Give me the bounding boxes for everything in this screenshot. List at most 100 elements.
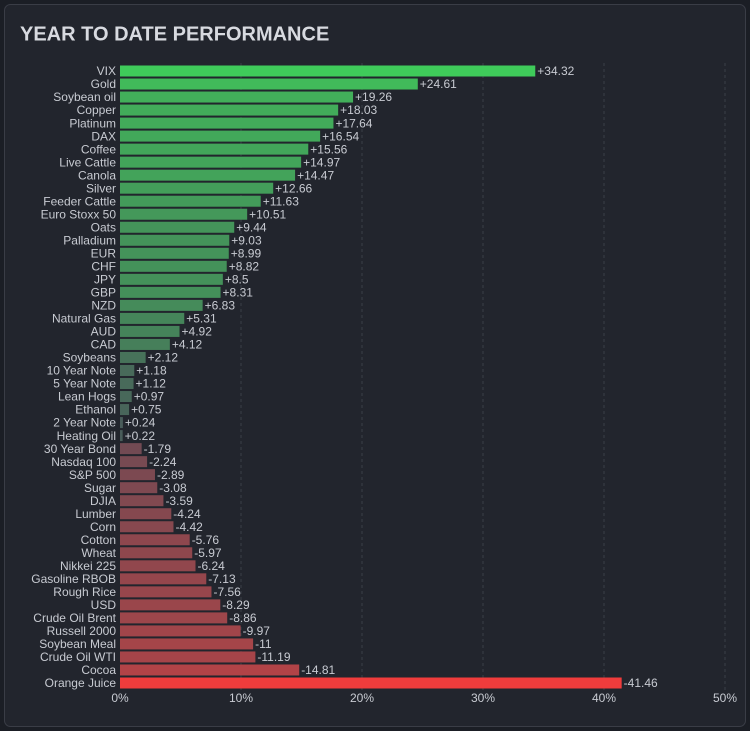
y-tick-label: JPY xyxy=(94,273,116,287)
value-label: -11 xyxy=(255,637,272,651)
y-tick-label: S&P 500 xyxy=(69,468,116,482)
bar xyxy=(120,378,134,390)
value-label: -6.24 xyxy=(198,559,226,573)
bar xyxy=(120,612,228,624)
y-tick-label: EUR xyxy=(91,246,117,260)
value-label: +9.03 xyxy=(231,233,262,247)
y-tick-label: Heating Oil xyxy=(57,429,116,443)
bar xyxy=(120,664,300,676)
y-tick-label: Russell 2000 xyxy=(47,624,117,638)
x-tick-label: 10% xyxy=(229,691,253,705)
bar xyxy=(120,156,302,168)
value-label: +0.22 xyxy=(125,429,156,443)
value-label: +24.61 xyxy=(420,77,457,91)
y-tick-label: Ethanol xyxy=(75,403,116,417)
value-label: -11.19 xyxy=(257,650,290,664)
bar xyxy=(120,495,164,507)
y-tick-label: NZD xyxy=(91,299,116,313)
value-label: +18.03 xyxy=(340,103,377,117)
y-tick-label: Gold xyxy=(91,77,116,91)
y-tick-label: Lean Hogs xyxy=(58,390,116,404)
bar xyxy=(120,286,221,298)
y-tick-label: Soybeans xyxy=(63,351,116,365)
y-tick-label: Nasdaq 100 xyxy=(51,455,116,469)
value-label: +5.31 xyxy=(186,312,217,326)
y-tick-label: Copper xyxy=(77,103,116,117)
y-tick-label: Nikkei 225 xyxy=(60,559,116,573)
bar xyxy=(120,391,132,403)
value-label: +8.5 xyxy=(225,273,249,287)
value-label: +11.63 xyxy=(263,194,299,208)
bar xyxy=(120,508,172,520)
bar xyxy=(120,78,418,90)
bar xyxy=(120,560,196,572)
bar xyxy=(120,599,221,611)
bar xyxy=(120,364,135,376)
value-label: -4.24 xyxy=(173,507,201,521)
bar xyxy=(120,325,180,337)
y-tick-label: CAD xyxy=(91,338,117,352)
y-tick-label: Platinum xyxy=(69,116,116,130)
y-tick-label: Soybean Meal xyxy=(39,637,116,651)
bar xyxy=(120,195,261,207)
y-tick-label: Coffee xyxy=(81,142,116,156)
value-label: -4.42 xyxy=(175,520,203,534)
chart-title: YEAR TO DATE PERFORMANCE xyxy=(20,23,329,45)
y-tick-label: DJIA xyxy=(90,494,116,508)
y-tick-label: Feeder Cattle xyxy=(43,194,116,208)
y-tick-label: 30 Year Bond xyxy=(44,442,116,456)
bar xyxy=(120,456,148,468)
value-label: -7.56 xyxy=(213,585,241,599)
y-tick-label: USD xyxy=(91,598,117,612)
bar xyxy=(120,117,334,129)
y-tick-label: Corn xyxy=(90,520,116,534)
value-label: +14.97 xyxy=(303,155,340,169)
value-label: +12.66 xyxy=(275,181,312,195)
value-label: +10.51 xyxy=(249,207,286,221)
y-tick-label: Crude Oil WTI xyxy=(40,650,116,664)
value-label: +8.31 xyxy=(223,286,254,300)
x-tick-label: 30% xyxy=(471,691,495,705)
value-label: +9.44 xyxy=(236,220,267,234)
y-tick-label: CHF xyxy=(91,259,116,273)
bar xyxy=(120,573,207,585)
bar xyxy=(120,130,321,142)
bar xyxy=(120,312,185,324)
bar xyxy=(120,234,230,246)
x-tick-label: 40% xyxy=(592,691,616,705)
y-tick-label: Crude Oil Brent xyxy=(33,611,116,625)
value-label: +1.18 xyxy=(136,364,167,378)
y-tick-label: Rough Rice xyxy=(53,585,116,599)
value-label: +2.12 xyxy=(148,351,179,365)
x-tick-label: 50% xyxy=(713,691,737,705)
y-tick-label: Silver xyxy=(86,181,116,195)
y-tick-label: Lumber xyxy=(75,507,116,521)
bar xyxy=(120,169,296,181)
value-label: -3.08 xyxy=(159,481,187,495)
y-tick-label: Soybean oil xyxy=(53,90,116,104)
value-label: +0.97 xyxy=(134,390,165,404)
value-label: -9.97 xyxy=(243,624,271,638)
bar xyxy=(120,182,274,194)
y-tick-label: Wheat xyxy=(81,546,116,560)
y-tick-label: Orange Juice xyxy=(45,676,117,690)
value-label: -8.29 xyxy=(222,598,250,612)
y-tick-label: Palladium xyxy=(63,233,116,247)
bar xyxy=(120,404,130,416)
value-label: +0.75 xyxy=(131,403,162,417)
value-label: +16.54 xyxy=(322,129,359,143)
bar xyxy=(120,351,146,363)
y-tick-label: VIX xyxy=(97,64,116,78)
bar xyxy=(120,417,123,429)
y-tick-label: DAX xyxy=(91,129,116,143)
bar xyxy=(120,677,622,689)
value-label: +34.32 xyxy=(537,64,574,78)
y-tick-label: 2 Year Note xyxy=(53,416,116,430)
y-tick-label: Oats xyxy=(91,220,116,234)
value-label: -1.79 xyxy=(144,442,172,456)
bar xyxy=(120,534,190,546)
value-label: +8.82 xyxy=(229,259,260,273)
y-tick-label: Canola xyxy=(78,168,116,182)
y-tick-label: AUD xyxy=(91,325,117,339)
